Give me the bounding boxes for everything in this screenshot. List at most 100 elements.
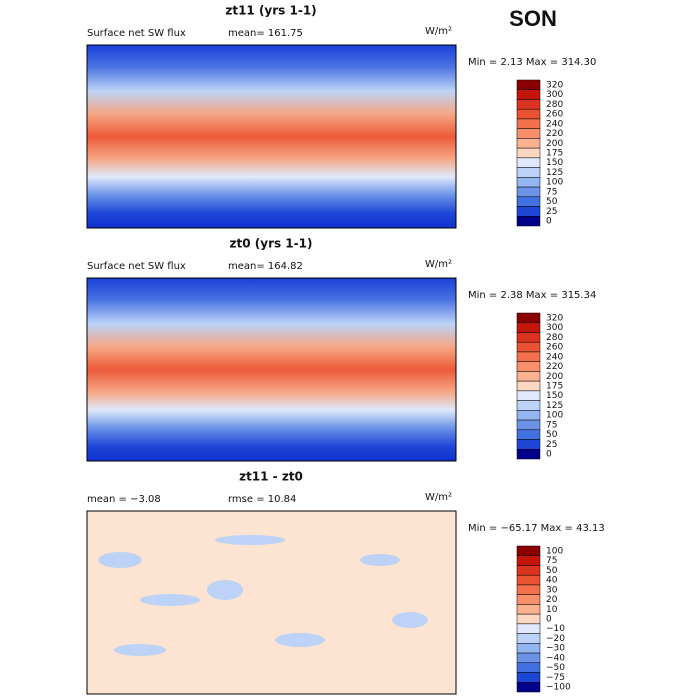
colorbar-box [516, 643, 541, 654]
colorbar-box [516, 380, 541, 392]
panel-label: mean = −3.08 [87, 494, 161, 505]
colorbar-box [516, 196, 541, 207]
colorbar-box [516, 99, 541, 110]
colorbar-label: 240 [546, 352, 563, 362]
colorbar-box [516, 662, 541, 673]
colorbar-box [516, 89, 541, 100]
colorbar-box [516, 341, 541, 353]
map-feature [275, 633, 325, 647]
min-max: Min = −65.17 Max = 43.13 [468, 523, 605, 534]
panel-stat: mean= 164.82 [228, 261, 303, 272]
colorbar-box [516, 361, 541, 372]
map-feature [392, 612, 428, 628]
colorbar-label: 100 [546, 178, 563, 188]
colorbar-box [516, 390, 541, 401]
colorbar-label: 0 [546, 615, 552, 625]
colorbar-label: 50 [546, 430, 558, 440]
panel-label: Surface net SW flux [87, 28, 186, 39]
units: W/m² [425, 26, 452, 37]
colorbar-label: 50 [546, 566, 558, 576]
colorbar-box [516, 322, 541, 333]
map-feature [98, 552, 142, 568]
colorbar-label: −10 [546, 624, 565, 634]
colorbar-box [516, 613, 541, 625]
colorbar-box [516, 312, 541, 323]
colorbar-label: 260 [546, 343, 563, 353]
colorbar-label: 30 [546, 585, 558, 595]
colorbar-label: −20 [546, 634, 565, 644]
colorbar-box [516, 565, 541, 576]
colorbar-label: 240 [546, 119, 563, 129]
min-max: Min = 2.38 Max = 315.34 [468, 290, 596, 301]
colorbar-label: −75 [546, 673, 565, 683]
colorbar-box [516, 545, 541, 556]
colorbar-label: 150 [546, 391, 563, 401]
colorbar-label: −40 [546, 653, 565, 663]
colorbar-box [516, 128, 541, 139]
colorbar-label: 125 [546, 168, 563, 178]
colorbar-label: −50 [546, 663, 565, 673]
colorbar-label: 320 [546, 80, 563, 90]
colorbar-box [516, 410, 541, 421]
colorbar-box [516, 594, 541, 605]
panel-title: zt0 (yrs 1-1) [230, 237, 313, 251]
colorbar-box [516, 400, 541, 411]
panel-label: Surface net SW flux [87, 261, 186, 272]
colorbar-box [516, 206, 541, 217]
colorbar-box [516, 574, 541, 586]
colorbar-label: 0 [546, 217, 552, 227]
colorbar-box [516, 177, 541, 188]
map-feature [140, 594, 200, 606]
min-max: Min = 2.13 Max = 314.30 [468, 57, 596, 68]
colorbar-box [516, 623, 541, 634]
colorbar-label: 280 [546, 333, 563, 343]
map-feature [360, 554, 400, 566]
colorbar-label: 200 [546, 139, 563, 149]
colorbar-label: −100 [546, 683, 571, 693]
panel-stat: rmse = 10.84 [228, 494, 296, 505]
colorbar-label: −30 [546, 644, 565, 654]
colorbar-label: 175 [546, 382, 563, 392]
map-feature [215, 535, 285, 545]
colorbar-box [516, 186, 541, 198]
panel-title: zt11 - zt0 [239, 470, 303, 484]
colorbar-label: 260 [546, 110, 563, 120]
colorbar-label: 150 [546, 158, 563, 168]
colorbar-box [516, 633, 541, 644]
colorbar-box [516, 652, 541, 664]
colorbar-box [516, 157, 541, 168]
colorbar-label: 300 [546, 323, 563, 333]
panels: zt11 (yrs 1-1) Surface net SW flux mean= 1… [86, 4, 605, 695]
colorbar-box [516, 79, 541, 90]
map [86, 277, 457, 462]
colorbar-label: 25 [546, 440, 557, 450]
colorbar-box [516, 604, 541, 615]
colorbar-box [516, 584, 541, 595]
colorbar-box [516, 167, 541, 178]
colorbar-label: 75 [546, 187, 557, 197]
units: W/m² [425, 259, 452, 270]
colorbar-label: 25 [546, 207, 557, 217]
colorbar-label: 100 [546, 411, 563, 421]
panel-title: zt11 (yrs 1-1) [225, 4, 316, 18]
colorbar-box [516, 555, 541, 566]
colorbar-box [516, 351, 541, 362]
panel-stat: mean= 161.75 [228, 28, 303, 39]
colorbar-box [516, 429, 541, 440]
colorbar-box [516, 419, 541, 431]
colorbar-label: 75 [546, 420, 557, 430]
colorbar-label: 220 [546, 129, 563, 139]
colorbar-box [516, 449, 541, 460]
colorbar-box [516, 672, 541, 683]
colorbar-label: 280 [546, 100, 563, 110]
map-feature [207, 580, 243, 600]
colorbar-label: 320 [546, 313, 563, 323]
season-title: SON [509, 6, 557, 31]
colorbar-box [516, 371, 541, 382]
colorbar-label: 20 [546, 595, 558, 605]
colorbar-label: 0 [546, 450, 552, 460]
colorbar-box [516, 118, 541, 129]
colorbar-label: 220 [546, 362, 563, 372]
colorbar-label: 40 [546, 576, 558, 586]
